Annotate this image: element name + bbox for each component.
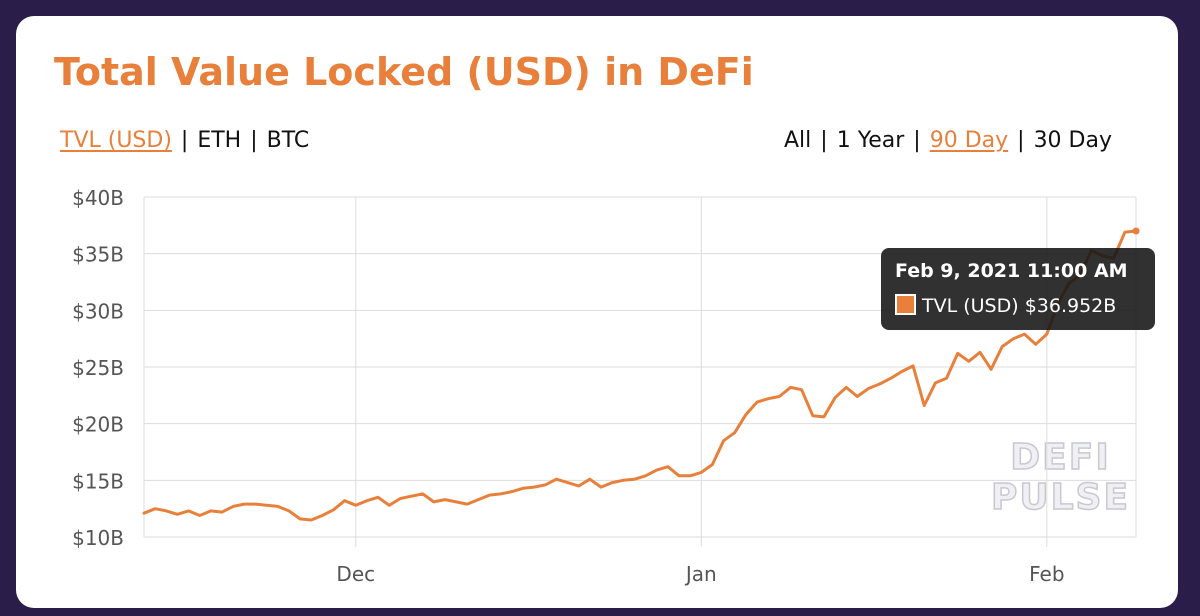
range-option-90-day[interactable]: 90 Day bbox=[929, 128, 1009, 153]
tooltip-value: TVL (USD) $36.952B bbox=[922, 295, 1117, 317]
x-tick-label: Feb bbox=[1029, 562, 1064, 586]
metric-selector: TVL (USD) | ETH | BTC bbox=[60, 128, 309, 153]
hovered-data-point bbox=[1132, 227, 1140, 235]
y-tick-label: $25B bbox=[72, 356, 124, 380]
y-tick-label: $30B bbox=[72, 299, 124, 323]
y-tick-label: $20B bbox=[72, 413, 124, 437]
watermark-line-2: PULSE bbox=[990, 477, 1131, 519]
separator: | bbox=[180, 128, 189, 153]
y-tick-label: $40B bbox=[72, 186, 124, 210]
range-selector: All | 1 Year | 90 Day | 30 Day bbox=[784, 128, 1112, 153]
separator: | bbox=[913, 128, 921, 153]
chart-title: Total Value Locked (USD) in DeFi bbox=[54, 50, 754, 94]
defi-pulse-watermark: DEFI PULSE bbox=[990, 437, 1131, 519]
range-option-30-day[interactable]: 30 Day bbox=[1033, 128, 1112, 153]
x-tick-label: Dec bbox=[336, 562, 375, 586]
range-option-all[interactable]: All bbox=[784, 128, 812, 153]
range-option-1-year[interactable]: 1 Year bbox=[836, 128, 905, 153]
tooltip-row: TVL (USD) $36.952B bbox=[895, 294, 1116, 317]
x-tick-label: Jan bbox=[684, 562, 717, 586]
series-swatch-icon bbox=[895, 294, 916, 315]
watermark-line-1: DEFI bbox=[1010, 437, 1111, 479]
separator: | bbox=[1017, 128, 1025, 153]
metric-option-btc[interactable]: BTC bbox=[266, 128, 310, 153]
chart-card: Total Value Locked (USD) in DeFi TVL (US… bbox=[16, 16, 1178, 608]
metric-option-tvl[interactable]: TVL (USD) bbox=[60, 128, 172, 153]
y-tick-label: $10B bbox=[72, 526, 124, 550]
tvl-line-chart[interactable]: $10B $15B $20B $25B $30B $35B $40B Dec Jan Feb bbox=[16, 16, 1178, 608]
separator: | bbox=[250, 128, 258, 153]
y-tick-label: $15B bbox=[72, 469, 124, 493]
y-tick-label: $35B bbox=[72, 243, 124, 267]
metric-option-eth[interactable]: ETH bbox=[197, 128, 242, 153]
series-line-tvl[interactable] bbox=[142, 229, 1138, 522]
data-tooltip: Feb 9, 2021 11:00 AM TVL (USD) $36.952B bbox=[881, 248, 1155, 330]
separator: | bbox=[820, 128, 828, 153]
tooltip-title: Feb 9, 2021 11:00 AM bbox=[895, 260, 1128, 282]
